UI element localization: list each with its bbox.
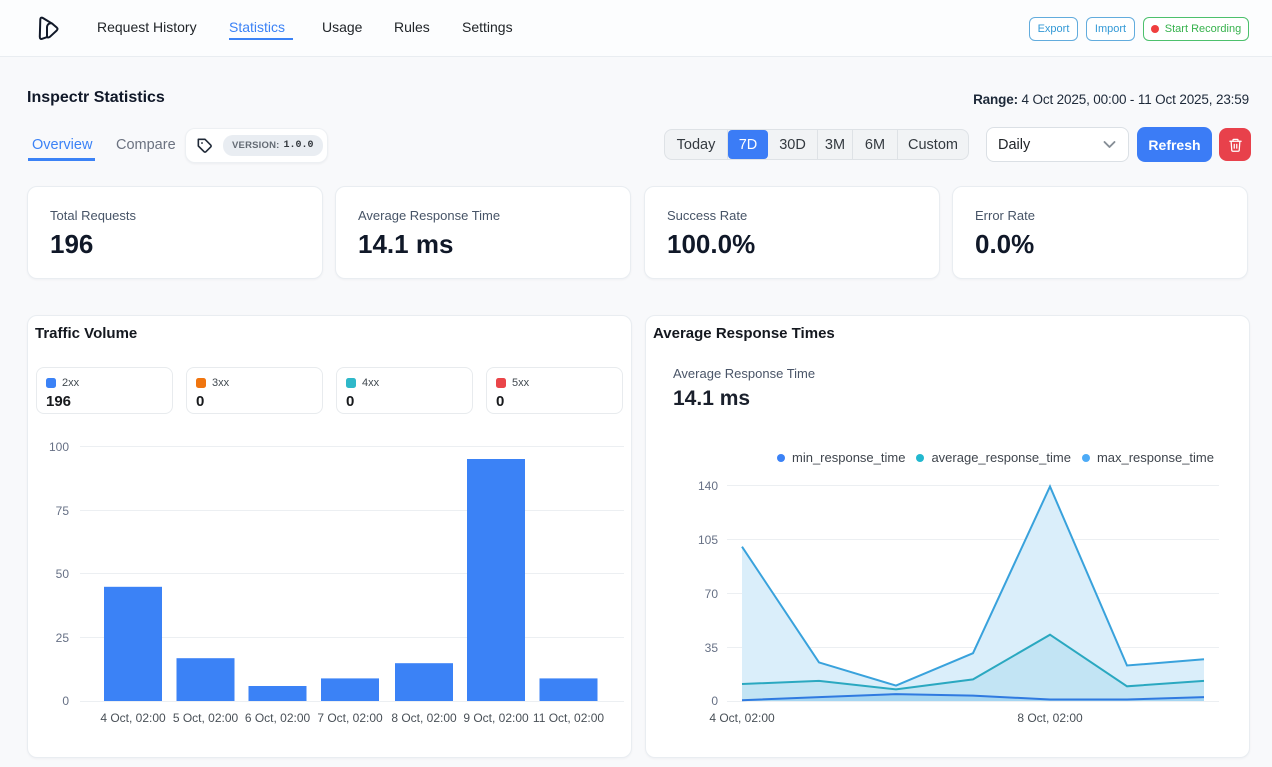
- svg-text:8 Oct, 02:00: 8 Oct, 02:00: [1017, 711, 1083, 725]
- svg-text:50: 50: [56, 567, 70, 581]
- svg-text:11 Oct, 02:00: 11 Oct, 02:00: [533, 711, 604, 725]
- svg-text:0: 0: [62, 694, 69, 708]
- svg-text:25: 25: [56, 631, 70, 645]
- svg-text:4 Oct, 02:00: 4 Oct, 02:00: [709, 711, 775, 725]
- svg-text:7 Oct, 02:00: 7 Oct, 02:00: [317, 711, 383, 725]
- svg-text:100: 100: [49, 440, 69, 454]
- svg-text:8 Oct, 02:00: 8 Oct, 02:00: [391, 711, 457, 725]
- svg-text:0: 0: [711, 694, 718, 708]
- svg-text:5 Oct, 02:00: 5 Oct, 02:00: [173, 711, 239, 725]
- svg-text:4 Oct, 02:00: 4 Oct, 02:00: [100, 711, 166, 725]
- svg-text:105: 105: [698, 533, 718, 547]
- svg-text:75: 75: [56, 504, 70, 518]
- svg-text:6 Oct, 02:00: 6 Oct, 02:00: [245, 711, 311, 725]
- svg-text:140: 140: [698, 479, 718, 493]
- svg-text:35: 35: [705, 641, 719, 655]
- svg-text:9 Oct, 02:00: 9 Oct, 02:00: [463, 711, 529, 725]
- svg-text:70: 70: [705, 587, 719, 601]
